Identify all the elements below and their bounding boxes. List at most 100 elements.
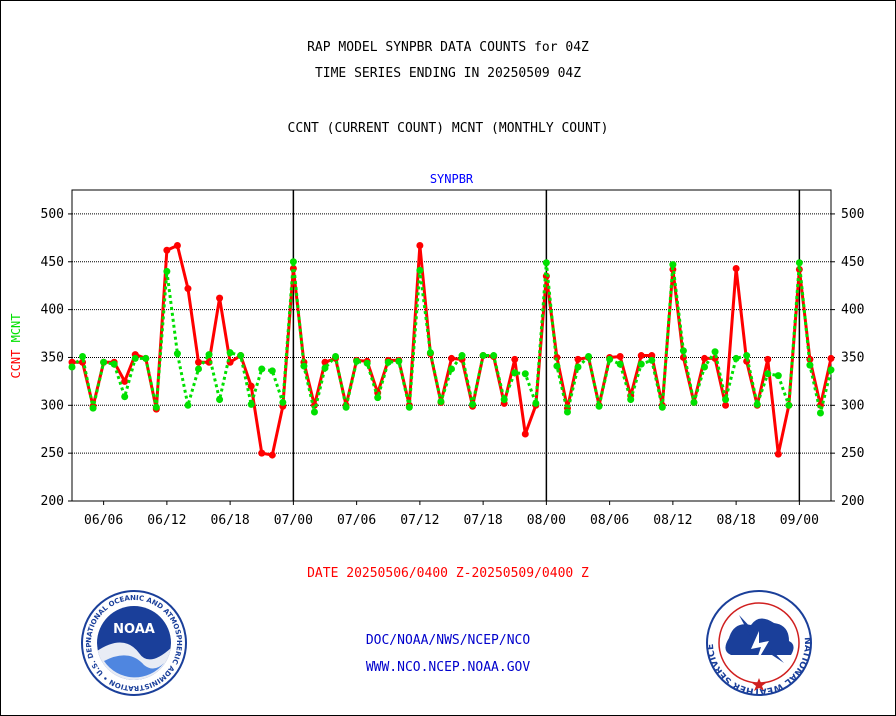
- y-tick-label-right: 500: [841, 207, 864, 222]
- y-tick-label-right: 200: [841, 494, 864, 509]
- data-point-ccnt: [163, 246, 171, 254]
- data-point-mcnt: [827, 366, 835, 374]
- data-point-ccnt: [195, 358, 202, 366]
- data-point-mcnt: [258, 365, 266, 373]
- data-point-mcnt: [806, 361, 814, 369]
- data-point-mcnt: [195, 365, 202, 373]
- data-point-mcnt: [110, 360, 118, 368]
- data-point-mcnt: [142, 354, 150, 362]
- data-point-ccnt: [648, 352, 656, 360]
- data-point-ccnt: [173, 242, 181, 250]
- data-point-ccnt: [774, 450, 782, 458]
- data-point-mcnt: [816, 409, 824, 417]
- data-point-ccnt: [637, 352, 645, 360]
- data-point-mcnt: [753, 400, 761, 408]
- data-point-mcnt: [289, 258, 297, 266]
- data-point-ccnt: [247, 382, 255, 390]
- y-tick-label-right: 250: [841, 446, 864, 461]
- y-tick-label-right: 450: [841, 255, 864, 270]
- data-point-mcnt: [595, 402, 603, 410]
- data-point-mcnt: [701, 363, 708, 371]
- x-tick-label: 08/00: [527, 513, 566, 528]
- data-point-mcnt: [648, 356, 656, 364]
- data-point-mcnt: [89, 404, 97, 412]
- plot-title: SYNPBR: [430, 172, 474, 186]
- data-point-ccnt: [416, 242, 424, 250]
- chart-title-line2: TIME SERIES ENDING IN 20250509 04Z: [314, 66, 582, 81]
- data-point-mcnt: [100, 358, 108, 366]
- data-point-mcnt: [627, 396, 635, 404]
- data-point-ccnt: [448, 354, 455, 362]
- data-point-mcnt: [458, 352, 466, 360]
- x-tick-label: 07/18: [464, 513, 503, 528]
- plot-area: [71, 189, 832, 502]
- x-tick-label: 08/06: [590, 513, 629, 528]
- data-point-mcnt: [68, 363, 76, 371]
- data-point-mcnt: [353, 357, 361, 365]
- data-point-mcnt: [521, 370, 529, 378]
- x-tick-label: 07/00: [274, 513, 313, 528]
- data-point-mcnt: [300, 362, 308, 370]
- data-point-mcnt: [774, 372, 782, 380]
- data-point-mcnt: [363, 359, 371, 367]
- data-point-mcnt: [237, 352, 245, 360]
- data-point-mcnt: [321, 364, 329, 372]
- org-line: DOC/NOAA/NWS/NCEP/NCO: [365, 633, 531, 648]
- data-point-mcnt: [490, 352, 498, 360]
- x-tick-label: 06/06: [84, 513, 123, 528]
- data-point-mcnt: [268, 367, 276, 375]
- data-point-mcnt: [395, 357, 403, 365]
- data-point-mcnt: [121, 393, 129, 401]
- data-point-mcnt: [152, 403, 160, 411]
- x-tick-label: 06/18: [211, 513, 250, 528]
- data-point-ccnt: [184, 285, 192, 293]
- data-point-mcnt: [553, 362, 561, 370]
- data-point-mcnt: [511, 369, 519, 377]
- data-point-mcnt: [448, 365, 455, 373]
- data-point-mcnt: [500, 396, 508, 404]
- data-point-mcnt: [764, 370, 772, 378]
- data-point-ccnt: [764, 355, 772, 363]
- x-tick-label: 08/18: [717, 513, 756, 528]
- data-point-mcnt: [732, 354, 740, 362]
- x-tick-label: 08/12: [653, 513, 692, 528]
- data-point-ccnt: [121, 377, 129, 385]
- y-tick-label-left: 350: [41, 350, 64, 365]
- data-point-mcnt: [163, 267, 171, 275]
- data-point-mcnt: [669, 261, 677, 269]
- x-tick-label: 09/00: [780, 513, 819, 528]
- data-point-ccnt: [511, 355, 519, 363]
- x-tick-label: 07/12: [400, 513, 439, 528]
- y-tick-label-right: 300: [841, 398, 864, 413]
- y-tick-label-left: 400: [41, 303, 64, 318]
- data-point-mcnt: [374, 394, 382, 402]
- data-point-ccnt: [268, 451, 276, 459]
- data-point-mcnt: [226, 349, 234, 357]
- data-point-ccnt: [616, 353, 624, 361]
- data-point-mcnt: [216, 396, 224, 404]
- website-link[interactable]: WWW.NCO.NCEP.NOAA.GOV: [365, 660, 531, 675]
- data-point-mcnt: [563, 408, 571, 416]
- y-tick-label-left: 200: [41, 494, 64, 509]
- chart-title-line1: RAP MODEL SYNPBR DATA COUNTS for 04Z: [307, 40, 589, 55]
- data-point-ccnt: [574, 355, 582, 363]
- data-point-mcnt: [279, 398, 287, 406]
- data-point-mcnt: [469, 400, 477, 408]
- chart-subtitle: CCNT (CURRENT COUNT) MCNT (MONTHLY COUNT…: [287, 121, 609, 136]
- y-tick-label-left: 450: [41, 255, 64, 270]
- data-point-mcnt: [743, 352, 751, 360]
- data-point-mcnt: [637, 360, 645, 368]
- y-tick-label-left: 300: [41, 398, 64, 413]
- data-point-mcnt: [722, 396, 730, 404]
- data-point-mcnt: [606, 355, 614, 363]
- data-point-mcnt: [795, 259, 803, 267]
- y-tick-label-left: 500: [41, 207, 64, 222]
- data-point-ccnt: [68, 358, 76, 366]
- data-point-mcnt: [542, 259, 550, 267]
- data-point-mcnt: [205, 351, 213, 359]
- x-tick-label: 06/12: [147, 513, 186, 528]
- y-tick-label-right: 400: [841, 303, 864, 318]
- data-point-mcnt: [247, 400, 255, 408]
- data-point-mcnt: [310, 408, 318, 416]
